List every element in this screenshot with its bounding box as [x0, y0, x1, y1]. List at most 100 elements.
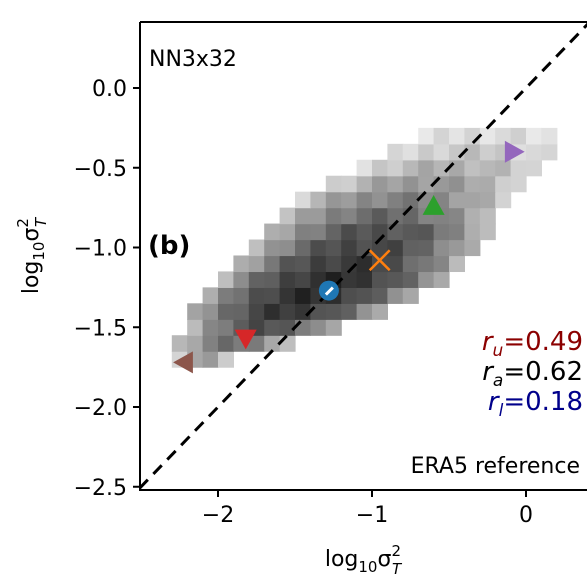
y-tick-label: 0.0: [92, 77, 127, 102]
density-cell: [526, 160, 542, 177]
density-cell: [495, 192, 511, 209]
density-cell: [387, 287, 403, 304]
density-cell: [387, 271, 403, 288]
density-cell: [341, 287, 357, 304]
density-cell: [511, 128, 527, 145]
density-cell: [480, 160, 496, 177]
density-cell: [233, 287, 249, 304]
density-cell: [264, 224, 280, 241]
density-cell: [341, 208, 357, 225]
density-cell: [295, 271, 311, 288]
density-cell: [280, 224, 296, 241]
density-cell: [449, 160, 465, 177]
x-tick-label: −1: [356, 503, 388, 528]
density-cell: [249, 240, 265, 257]
reference-label: ERA5 reference: [411, 454, 580, 479]
density-cell: [295, 224, 311, 241]
density-cell: [203, 335, 219, 352]
density-cell: [495, 176, 511, 193]
density-cell: [264, 303, 280, 320]
density-cell: [387, 176, 403, 193]
stat-r-l: rl=0.18: [488, 387, 583, 421]
density-cell: [526, 144, 542, 161]
x-tick-label: 0: [519, 503, 533, 528]
density-cell: [434, 255, 450, 272]
density-cell: [187, 303, 203, 320]
density-cell: [495, 160, 511, 177]
density-cell: [464, 160, 480, 177]
density-cell: [280, 335, 296, 352]
density-cell: [357, 287, 373, 304]
density-cell: [403, 271, 419, 288]
density-cell: [372, 208, 388, 225]
density-cell: [326, 224, 342, 241]
y-axis-label: log10σ2T: [14, 216, 50, 294]
density-cell: [434, 240, 450, 257]
density-cell: [233, 303, 249, 320]
density-cell: [218, 351, 234, 368]
density-cell: [203, 351, 219, 368]
density-cell: [480, 144, 496, 161]
density-cell: [326, 319, 342, 336]
density-cell: [326, 176, 342, 193]
model-name-label: NN3x32: [149, 47, 237, 72]
density-cell: [187, 335, 203, 352]
density-cell: [480, 192, 496, 209]
density-cell: [372, 192, 388, 209]
density-cell: [464, 240, 480, 257]
density-cell: [233, 255, 249, 272]
density-cell: [280, 240, 296, 257]
density-cell: [310, 224, 326, 241]
density-cell: [434, 224, 450, 241]
density-cell: [403, 240, 419, 257]
density-cell: [403, 160, 419, 177]
density-cell: [326, 303, 342, 320]
density-cell: [541, 128, 557, 145]
density-cell: [203, 303, 219, 320]
density-cell: [495, 128, 511, 145]
density-cell: [280, 287, 296, 304]
density-cell: [341, 303, 357, 320]
density-cell: [218, 319, 234, 336]
density-cell: [372, 176, 388, 193]
density-cell: [357, 192, 373, 209]
density-cell: [280, 271, 296, 288]
density-cell: [418, 224, 434, 241]
density-cell: [172, 335, 188, 352]
density-cell: [418, 271, 434, 288]
density-cell: [249, 287, 265, 304]
density-cell: [233, 271, 249, 288]
y-tick-label: −0.5: [74, 157, 127, 182]
density-cell: [464, 224, 480, 241]
density-cell: [310, 240, 326, 257]
density-cell: [218, 271, 234, 288]
density-cell: [449, 176, 465, 193]
density-cell: [203, 319, 219, 336]
density-cell: [387, 144, 403, 161]
density-cell: [403, 255, 419, 272]
density-cell: [218, 287, 234, 304]
y-axis-ticks: −2.5−2.0−1.5−1.0−0.50.0: [74, 77, 140, 501]
density-cell: [372, 160, 388, 177]
density-cell: [341, 224, 357, 241]
density-cell: [203, 287, 219, 304]
density-cell: [341, 240, 357, 257]
density-cell: [449, 128, 465, 145]
density-cell: [357, 271, 373, 288]
x-axis-label: log10σ2 T: [325, 542, 403, 578]
density-cell: [449, 208, 465, 225]
density-cell: [403, 208, 419, 225]
density-cell: [418, 160, 434, 177]
density-cell: [541, 144, 557, 161]
density-cell: [372, 287, 388, 304]
density-cell: [357, 224, 373, 241]
density-cell: [480, 208, 496, 225]
density-cell: [357, 160, 373, 177]
density-cell: [295, 240, 311, 257]
density-cell: [295, 208, 311, 225]
density-cell: [449, 240, 465, 257]
stat-r-a: ra=0.62: [482, 357, 583, 391]
density-cell: [449, 255, 465, 272]
